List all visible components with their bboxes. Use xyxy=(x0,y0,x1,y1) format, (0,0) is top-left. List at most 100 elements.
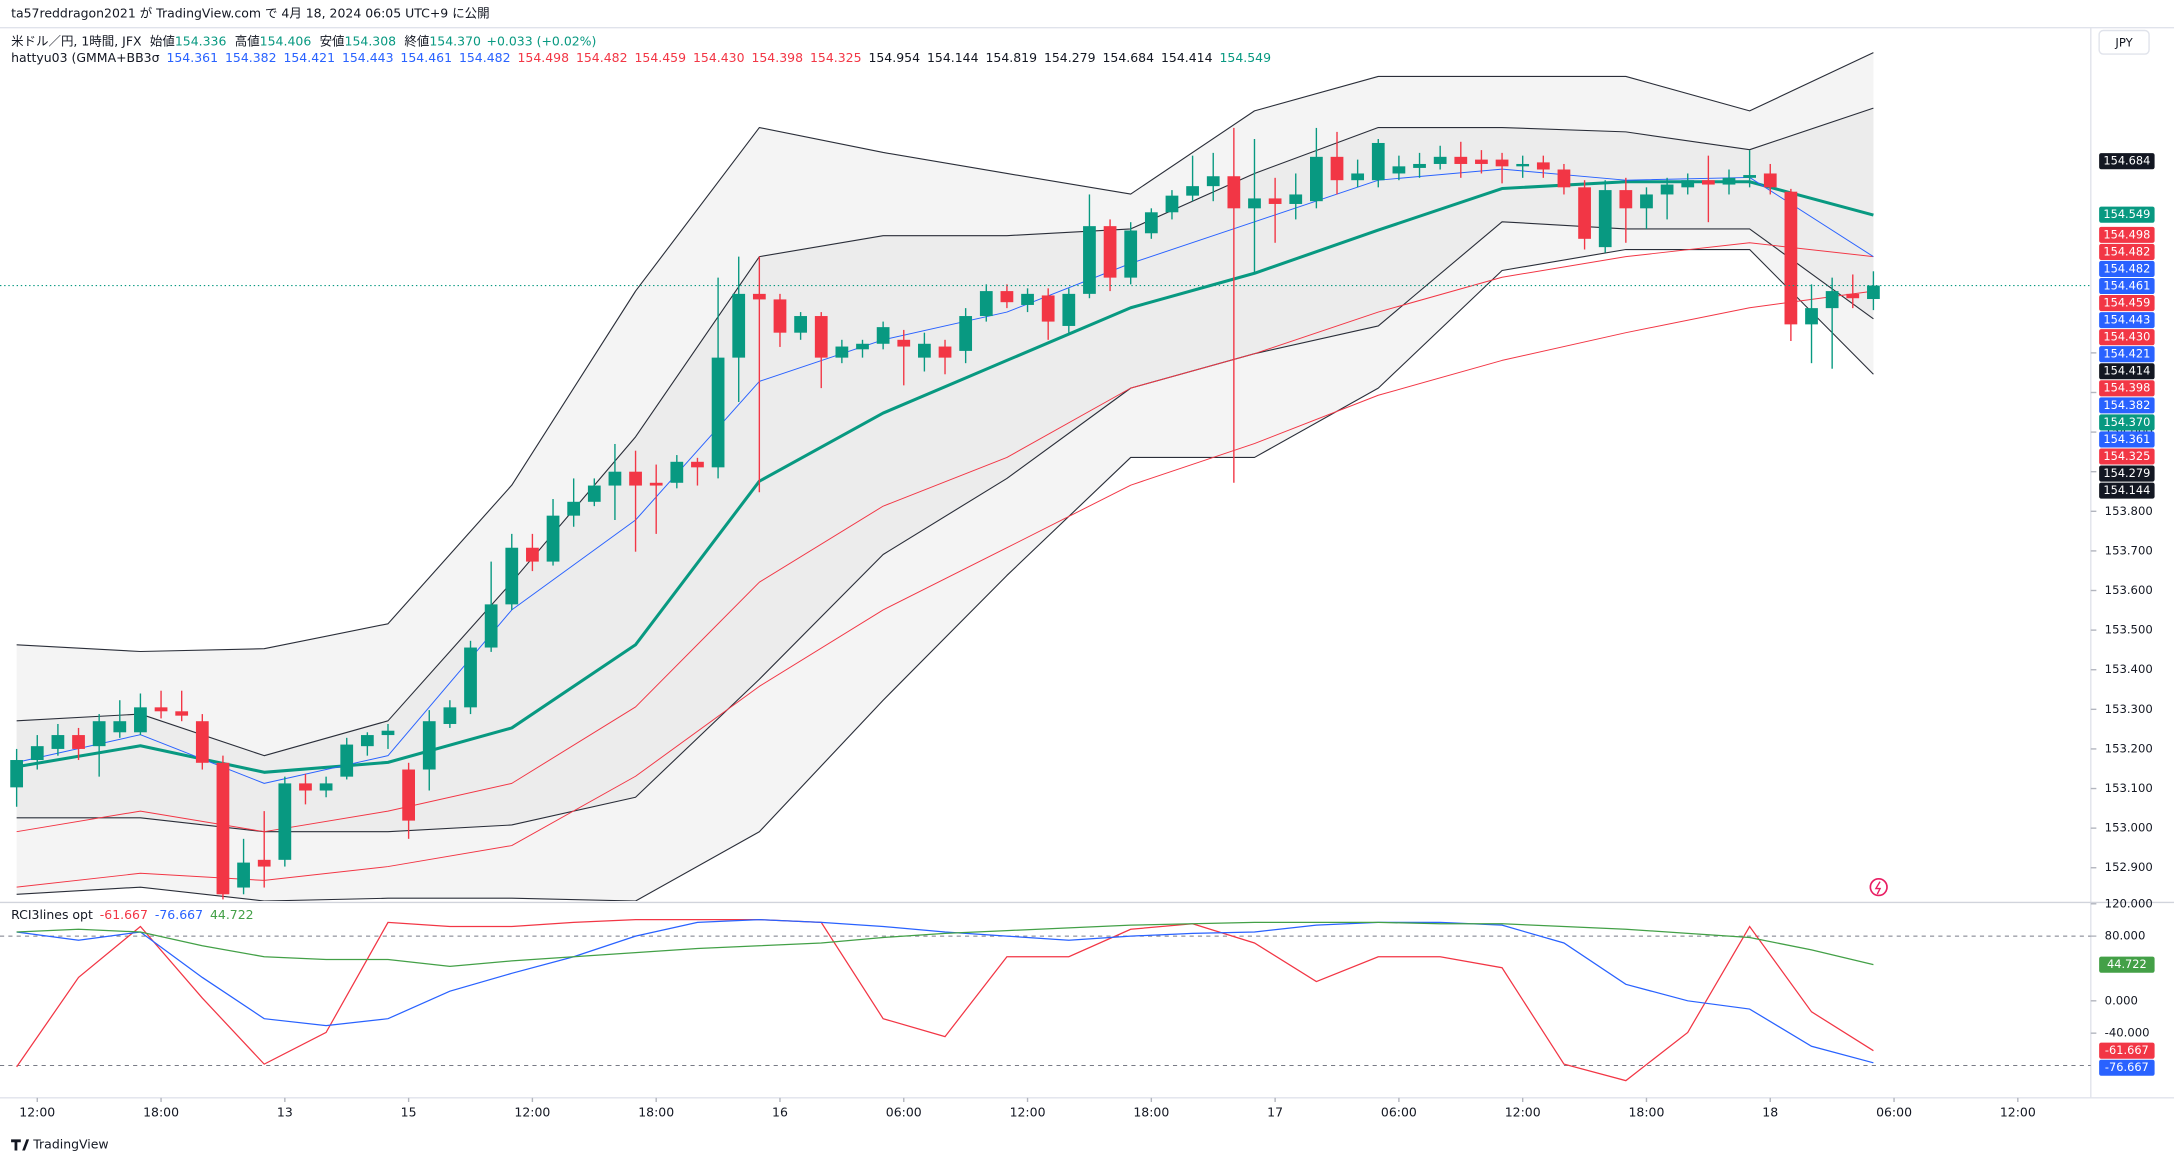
candle-body xyxy=(1763,173,1777,188)
x-tick-label: 06:00 xyxy=(1381,1105,1417,1120)
price-badge xyxy=(2099,312,2155,329)
candle-body xyxy=(670,461,684,483)
alert-bolt[interactable] xyxy=(1874,881,1882,895)
indicator-value: 154.443 xyxy=(342,50,394,65)
candle-body xyxy=(1846,293,1860,299)
candle-body xyxy=(1784,191,1798,325)
candle-body xyxy=(237,862,250,888)
candle-body xyxy=(814,316,828,358)
alert-icon[interactable] xyxy=(1869,878,1888,897)
indicator-value: 154.144 xyxy=(927,50,979,65)
candle-body xyxy=(1062,293,1076,326)
price-badge xyxy=(2099,277,2155,295)
footer-brand: TradingView xyxy=(32,1136,108,1151)
indicator-value: 154.414 xyxy=(1161,50,1213,65)
candle-body xyxy=(464,647,477,708)
indicator-value: 154.684 xyxy=(1102,50,1154,65)
y-tick-label: 153.500 xyxy=(2105,623,2153,637)
overlay-line xyxy=(16,290,1874,888)
candle-body xyxy=(1743,175,1757,178)
candle-body xyxy=(526,547,539,562)
price-badge xyxy=(2099,363,2155,380)
indicator-value: 154.459 xyxy=(634,50,686,65)
candle-body xyxy=(92,721,106,747)
price-badge-label: 154.549 xyxy=(2103,207,2150,221)
x-tick-label: 18:00 xyxy=(143,1105,179,1120)
x-tick-label: 06:00 xyxy=(886,1105,922,1120)
rci-tick-label: 120.000 xyxy=(2105,896,2153,910)
change: +0.033 (+0.02%) xyxy=(486,33,596,48)
candle-body xyxy=(608,471,622,486)
axes: 152.900 153.000 153.100 153.200 153.300 153.4… xyxy=(0,153,2155,1120)
x-tick-label: 18 xyxy=(1762,1105,1778,1120)
price-badge-label: 154.498 xyxy=(2103,227,2150,241)
rci-line xyxy=(16,919,1874,1064)
price-badge-label: 154.461 xyxy=(2103,278,2150,292)
logo-mark xyxy=(11,1139,30,1151)
price-badge-label: 154.459 xyxy=(2103,295,2150,309)
candle-body xyxy=(134,707,147,733)
currency-label[interactable]: JPY xyxy=(2114,35,2133,49)
ohlc-name: 始値 xyxy=(150,33,175,48)
candle-body xyxy=(1640,194,1653,209)
currency-box[interactable] xyxy=(2098,29,2150,55)
rci-pane xyxy=(0,919,2091,1082)
price-badge-label: 154.370 xyxy=(2103,415,2150,429)
candle-body xyxy=(216,762,230,895)
candle-body xyxy=(443,707,457,724)
candle-body xyxy=(1495,159,1509,167)
indicator-value: 154.819 xyxy=(985,50,1037,65)
rci-badge xyxy=(2099,1042,2155,1059)
y-tick-label: 153.400 xyxy=(2105,662,2153,676)
candle-body xyxy=(1041,295,1055,322)
footer-logo xyxy=(11,1139,30,1151)
candle-body xyxy=(732,293,746,358)
indicator-value: 154.361 xyxy=(166,50,218,65)
publisher-line: ta57reddragon2021 が TradingView.com で 4月… xyxy=(11,5,490,20)
alert-circle[interactable] xyxy=(1869,878,1888,897)
rci-badge xyxy=(2099,956,2155,973)
price-badge-label: 154.382 xyxy=(2103,398,2150,412)
candle-body xyxy=(340,744,354,777)
x-tick-label: 12:00 xyxy=(1010,1105,1046,1120)
price-badge xyxy=(2099,260,2155,277)
candle-body xyxy=(1310,156,1323,202)
candle-body xyxy=(752,293,766,300)
price-badge-label: 154.398 xyxy=(2103,381,2150,395)
candle-body xyxy=(1268,198,1282,204)
candle-body xyxy=(918,343,931,358)
candle-body xyxy=(402,769,416,821)
indicator-value: 154.430 xyxy=(693,50,745,65)
candle-body xyxy=(422,721,436,770)
candle-body xyxy=(1124,230,1138,278)
price-badge-label: 154.144 xyxy=(2103,483,2150,497)
x-tick-label: 17 xyxy=(1267,1105,1283,1120)
band-fill xyxy=(16,108,1874,832)
candle-body xyxy=(299,783,312,791)
candle-body xyxy=(1681,180,1695,188)
candle-body xyxy=(629,471,642,486)
rci-tick-label: 80.000 xyxy=(2105,929,2146,943)
candle-body xyxy=(1103,226,1117,278)
y-tick-label: 152.900 xyxy=(2105,860,2153,874)
price-badge xyxy=(2099,380,2155,397)
candle-body xyxy=(1619,190,1633,209)
indicator-value: 154.482 xyxy=(459,50,511,65)
candle-body xyxy=(1433,156,1447,164)
candle-body xyxy=(1701,180,1715,185)
rci-legend-value: 44.722 xyxy=(210,906,254,921)
candle-body xyxy=(195,721,209,763)
candle-body xyxy=(1578,187,1591,239)
x-tick-label: 16 xyxy=(772,1105,788,1120)
symbol: 米ドル／円, 1時間, JFX xyxy=(11,33,142,48)
price-badge xyxy=(2099,243,2155,260)
candle-body xyxy=(587,485,601,502)
x-tick-label: 15 xyxy=(401,1105,417,1120)
ohlc-value: 154.308 xyxy=(345,33,397,48)
indicator-line: hattyu03 (GMMA+BB3σ 154.361 154.382 154.421… xyxy=(11,50,1271,65)
candle-body xyxy=(794,316,807,333)
rci-badge-label: 44.722 xyxy=(2107,957,2147,971)
price-pane xyxy=(10,52,1880,902)
